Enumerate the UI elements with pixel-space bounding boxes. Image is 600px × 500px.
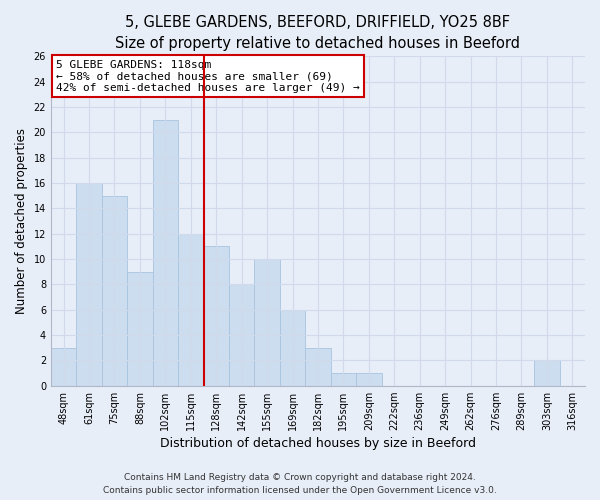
Y-axis label: Number of detached properties: Number of detached properties	[15, 128, 28, 314]
Bar	[178, 234, 203, 386]
Bar	[127, 272, 152, 386]
X-axis label: Distribution of detached houses by size in Beeford: Distribution of detached houses by size …	[160, 437, 476, 450]
Bar	[356, 373, 382, 386]
Bar	[203, 246, 229, 386]
Bar	[76, 183, 102, 386]
Bar	[229, 284, 254, 386]
Bar	[305, 348, 331, 386]
Text: Contains HM Land Registry data © Crown copyright and database right 2024.
Contai: Contains HM Land Registry data © Crown c…	[103, 473, 497, 495]
Bar	[152, 120, 178, 386]
Bar	[102, 196, 127, 386]
Bar	[254, 259, 280, 386]
Bar	[51, 348, 76, 386]
Title: 5, GLEBE GARDENS, BEEFORD, DRIFFIELD, YO25 8BF
Size of property relative to deta: 5, GLEBE GARDENS, BEEFORD, DRIFFIELD, YO…	[115, 15, 520, 51]
Text: 5 GLEBE GARDENS: 118sqm
← 58% of detached houses are smaller (69)
42% of semi-de: 5 GLEBE GARDENS: 118sqm ← 58% of detache…	[56, 60, 360, 93]
Bar	[331, 373, 356, 386]
Bar	[280, 310, 305, 386]
Bar	[534, 360, 560, 386]
